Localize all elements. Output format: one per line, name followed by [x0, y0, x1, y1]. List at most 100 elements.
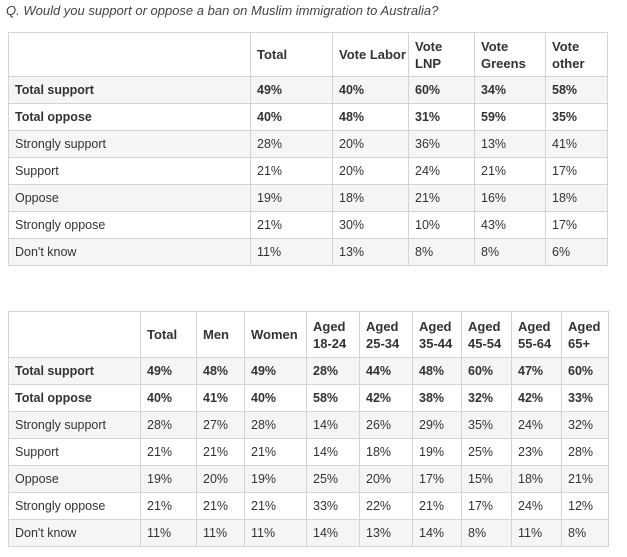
table-row: Strongly support 28% 20% 36% 13% 41%: [8, 130, 608, 158]
cell: 13%: [332, 238, 409, 266]
header-row: Total Men Women Aged 18-24 Aged 25-34 Aged…: [8, 311, 609, 358]
row-label: Total support: [8, 76, 251, 104]
cell: 21%: [250, 211, 333, 239]
cell: 19%: [244, 465, 307, 493]
row-label: Don't know: [8, 238, 251, 266]
column-header: Aged 65+: [561, 311, 609, 358]
cell: 10%: [408, 211, 475, 239]
cell: 11%: [140, 519, 197, 547]
cell: 8%: [561, 519, 609, 547]
cell: 28%: [244, 411, 307, 439]
cell: 40%: [250, 103, 333, 131]
cell: 38%: [412, 384, 462, 412]
row-label: Total oppose: [8, 103, 251, 131]
column-header: Total: [140, 311, 197, 358]
cell: 48%: [196, 357, 245, 385]
cell: 21%: [408, 184, 475, 212]
cell: 44%: [359, 357, 413, 385]
cell: 14%: [306, 411, 360, 439]
row-label: Support: [8, 438, 141, 466]
cell: 21%: [196, 492, 245, 520]
cell: 21%: [140, 438, 197, 466]
cell: 17%: [412, 465, 462, 493]
table-row: Total oppose 40% 41% 40% 58% 42% 38% 32%…: [8, 384, 609, 412]
cell: 40%: [332, 76, 409, 104]
table-row: Total oppose 40% 48% 31% 59% 35%: [8, 103, 608, 131]
cell: 18%: [332, 184, 409, 212]
cell: 49%: [244, 357, 307, 385]
cell: 21%: [474, 157, 546, 185]
table-row: Oppose 19% 20% 19% 25% 20% 17% 15% 18% 2…: [8, 465, 609, 493]
cell: 24%: [408, 157, 475, 185]
cell: 33%: [561, 384, 609, 412]
cell: 23%: [511, 438, 562, 466]
header-blank: [8, 311, 141, 358]
cell: 8%: [461, 519, 512, 547]
cell: 58%: [306, 384, 360, 412]
column-header: Aged 18-24: [306, 311, 360, 358]
cell: 8%: [408, 238, 475, 266]
column-header: Men: [196, 311, 245, 358]
cell: 20%: [196, 465, 245, 493]
cell: 11%: [244, 519, 307, 547]
demographics-table: Total Men Women Aged 18-24 Aged 25-34 Aged…: [8, 311, 609, 547]
column-header: Total: [250, 32, 333, 77]
table-row: Don't know 11% 13% 8% 8% 6%: [8, 238, 608, 266]
row-label: Strongly support: [8, 130, 251, 158]
cell: 8%: [474, 238, 546, 266]
cell: 16%: [474, 184, 546, 212]
cell: 32%: [561, 411, 609, 439]
question-text: Q. Would you support or oppose a ban on …: [6, 3, 439, 18]
column-header: Aged 45-54: [461, 311, 512, 358]
cell: 28%: [306, 357, 360, 385]
cell: 19%: [140, 465, 197, 493]
column-header: Vote Labor: [332, 32, 409, 77]
column-header: Aged 35-44: [412, 311, 462, 358]
table-row: Strongly oppose 21% 21% 21% 33% 22% 21% …: [8, 492, 609, 520]
cell: 31%: [408, 103, 475, 131]
row-label: Oppose: [8, 184, 251, 212]
table-row: Support 21% 20% 24% 21% 17%: [8, 157, 608, 185]
voting-intention-table: Total Vote Labor Vote LNP Vote Greens Vote…: [8, 32, 608, 266]
cell: 28%: [140, 411, 197, 439]
cell: 21%: [196, 438, 245, 466]
cell: 21%: [412, 492, 462, 520]
cell: 13%: [474, 130, 546, 158]
cell: 35%: [545, 103, 608, 131]
table-row: Don't know 11% 11% 11% 14% 13% 14% 8% 11…: [8, 519, 609, 547]
column-header: Vote other: [545, 32, 608, 77]
cell: 21%: [250, 157, 333, 185]
row-label: Total oppose: [8, 384, 141, 412]
table-row: Total support 49% 48% 49% 28% 44% 48% 60…: [8, 357, 609, 385]
cell: 29%: [412, 411, 462, 439]
table-row: Oppose 19% 18% 21% 16% 18%: [8, 184, 608, 212]
cell: 18%: [359, 438, 413, 466]
cell: 14%: [306, 519, 360, 547]
cell: 43%: [474, 211, 546, 239]
cell: 28%: [250, 130, 333, 158]
cell: 34%: [474, 76, 546, 104]
cell: 40%: [244, 384, 307, 412]
table-row: Strongly support 28% 27% 28% 14% 26% 29%…: [8, 411, 609, 439]
table-row: Strongly oppose 21% 30% 10% 43% 17%: [8, 211, 608, 239]
table-row: Total support 49% 40% 60% 34% 58%: [8, 76, 608, 104]
table-row: Support 21% 21% 21% 14% 18% 19% 25% 23% …: [8, 438, 609, 466]
cell: 24%: [511, 492, 562, 520]
cell: 11%: [196, 519, 245, 547]
header-blank: [8, 32, 251, 77]
row-label: Strongly oppose: [8, 211, 251, 239]
cell: 35%: [461, 411, 512, 439]
cell: 21%: [244, 438, 307, 466]
row-label: Don't know: [8, 519, 141, 547]
row-label: Strongly support: [8, 411, 141, 439]
cell: 60%: [561, 357, 609, 385]
cell: 60%: [408, 76, 475, 104]
cell: 14%: [306, 438, 360, 466]
cell: 33%: [306, 492, 360, 520]
cell: 49%: [140, 357, 197, 385]
cell: 12%: [561, 492, 609, 520]
cell: 21%: [244, 492, 307, 520]
cell: 20%: [332, 157, 409, 185]
cell: 13%: [359, 519, 413, 547]
cell: 47%: [511, 357, 562, 385]
